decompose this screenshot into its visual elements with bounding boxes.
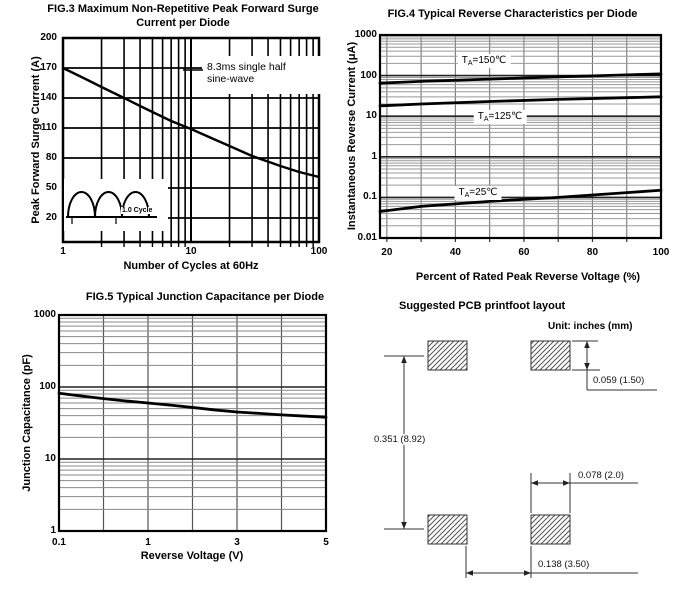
fig4-x-tick-label: 100 [652,247,670,258]
fig4-x-tick-label: 20 [381,247,393,258]
fig5-y-tick-label: 1 [50,525,56,536]
fig3-y-tick-label: 80 [45,152,57,163]
fig3-x-tick-label: 10 [185,246,197,257]
fig3-y-tick-label: 170 [40,62,57,73]
temp-label-value: =25℃ [469,187,498,198]
fig4-y-tick-label: 1000 [354,29,377,40]
fig3-title-line1: FIG.3 Maximum Non-Repetitive Peak Forwar… [47,3,319,15]
temp-label-value: =150℃ [472,55,507,66]
fig5-y-tick-label: 1000 [33,309,56,320]
temp-label-prefix: T [458,187,465,198]
temp-label-prefix: T [461,55,468,66]
fig5-title: FIG.5 Typical Junction Capacitance per D… [85,291,325,303]
fig4-curve-label-ta-150c: TA=150℃ [457,54,511,68]
fig3-y-tick-label: 20 [45,212,57,223]
pcb-title: Suggested PCB printfoot layout [399,300,566,312]
fig3-title-line2: Current per Diode [136,17,230,29]
temp-label-subscript: A [483,116,489,123]
fig4-x-axis-label: Percent of Rated Peak Reverse Voltage (%… [415,271,641,283]
fig3-annotation-line2: sine-wave [207,73,255,85]
fig3-x-axis-label: Number of Cycles at 60Hz [123,260,259,272]
fig4-x-tick-label: 40 [449,247,461,258]
pcb-dim-pad-width: 0.078 (2.0) [576,470,626,481]
fig4-y-axis-label: Instantaneous Reverse Current (μA) [346,41,358,231]
fig3-y-tick-label: 50 [45,182,57,193]
fig4-y-tick-label: 10 [365,110,377,122]
fig5-x-tick-label: 0.1 [52,537,66,548]
fig5-y-tick-label: 10 [44,453,56,464]
fig3-annotation-line1: 8.3ms single half [207,61,286,73]
temp-label-subscript: A [464,192,470,199]
fig3-x-tick-label: 1 [60,246,66,257]
fig4-curve-label-ta-25c: TA=25℃ [454,186,502,200]
fig3-y-tick-label: 110 [40,122,57,133]
fig5-x-tick-label: 3 [234,537,240,548]
fig3-x-tick-label: 100 [310,246,328,257]
pcb-unit-note: Unit: inches (mm) [548,321,633,332]
fig4-title: FIG.4 Typical Reverse Characteristics pe… [387,8,638,20]
fig5-y-tick-label: 100 [39,381,56,392]
fig4-y-tick-label: 0.01 [357,232,377,243]
fig4-curve-label-ta-125c: TA=125℃ [473,110,527,124]
fig5-x-axis-label: Reverse Voltage (V) [140,550,244,562]
temp-label-value: =125℃ [488,111,523,122]
fig3-y-tick-label: 200 [40,32,57,43]
pcb-dim-pad-gap: 0.138 (3.50) [536,559,592,570]
fig4-y-tick-label: 1 [371,150,377,162]
temp-label-subscript: A [467,60,473,67]
temp-label-prefix: T [477,111,484,122]
pcb-dim-pad-height: 0.059 (1.50) [591,375,647,386]
fig4-y-tick-label: 100 [360,69,377,81]
pcb-dim-vertical-pitch: 0.351 (8.92) [372,434,428,445]
fig5-x-tick-label: 1 [145,537,151,548]
fig3-y-tick-label: 140 [40,92,57,103]
fig3-inset-cycle-label: 1.0 Cycle [121,207,154,214]
fig3-annotation: 8.3ms single half sine-wave [204,60,289,86]
fig5-y-axis-label: Junction Capacitance (pF) [21,354,33,492]
fig4-x-tick-label: 80 [586,247,599,258]
fig4-x-tick-label: 60 [518,247,530,258]
fig3-y-axis-label: Peak Forward Surge Current (A) [30,56,42,224]
fig5-x-tick-label: 5 [323,537,329,548]
fig4-y-tick-label: 0.1 [363,191,377,203]
